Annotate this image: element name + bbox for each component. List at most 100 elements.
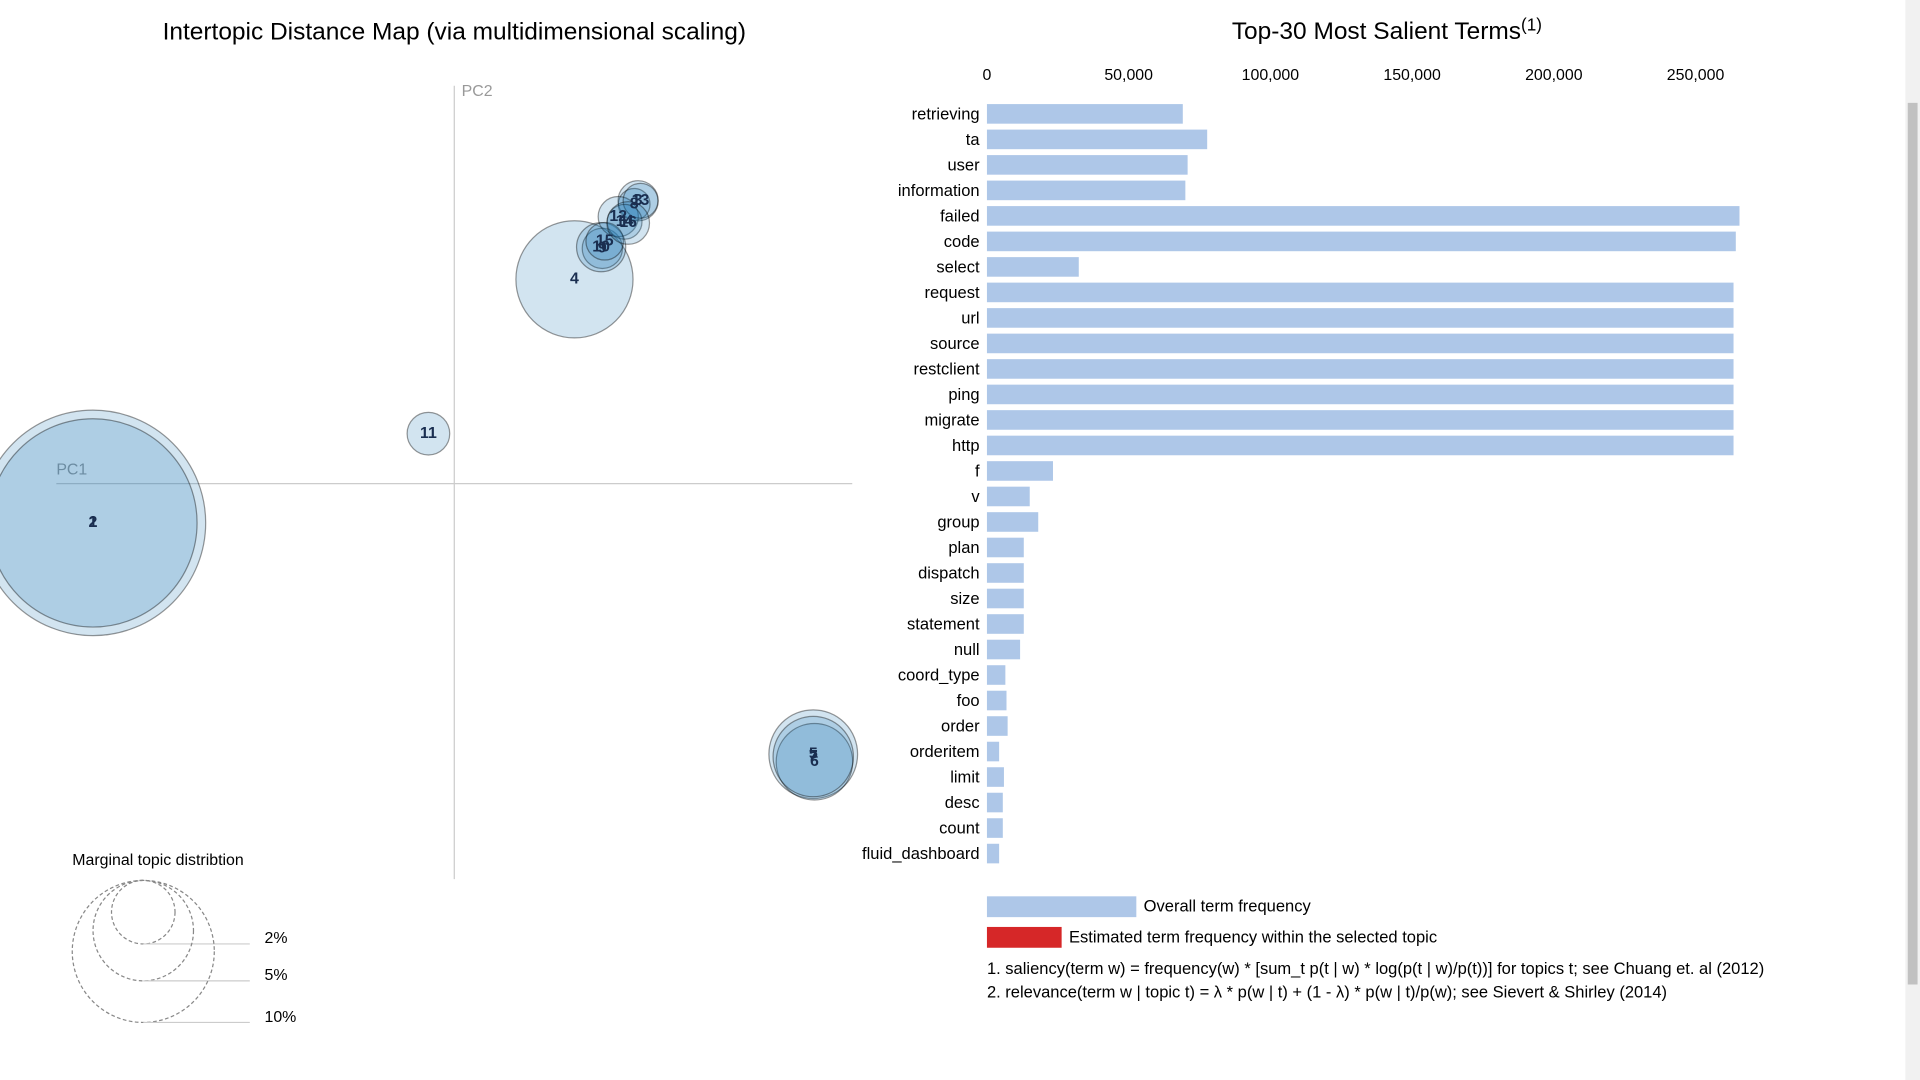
topic-bubble xyxy=(772,715,855,798)
term-bar xyxy=(986,257,1079,277)
topic-bubble xyxy=(617,187,651,221)
term-label: information xyxy=(898,181,980,200)
bar-title-text: Top-30 Most Salient Terms xyxy=(1232,19,1521,46)
size-legend-label: 10% xyxy=(264,1009,296,1026)
term-bar xyxy=(986,155,1188,175)
term-bar xyxy=(986,843,1000,864)
bar-title: Top-30 Most Salient Terms(1) xyxy=(1232,14,1542,45)
term-label: plan xyxy=(948,538,979,557)
topic-label: 10 xyxy=(592,238,610,255)
topic-label: 8 xyxy=(630,196,639,213)
term-label: ta xyxy=(966,130,981,149)
term-label: restclient xyxy=(913,360,979,379)
term-bar xyxy=(986,639,1021,660)
term-label: orderitem xyxy=(910,742,980,761)
topic-label: 7 xyxy=(809,748,818,765)
topic-bubble xyxy=(775,722,854,801)
term-label: order xyxy=(941,717,980,736)
term-bar xyxy=(986,435,1734,456)
legend-swatch xyxy=(986,896,1137,918)
term-bar xyxy=(986,129,1208,150)
term-bar xyxy=(986,410,1734,430)
term-bar xyxy=(986,282,1734,303)
term-label: foo xyxy=(957,691,980,710)
size-legend-circle xyxy=(92,879,195,982)
term-bar xyxy=(986,486,1030,507)
term-label: v xyxy=(971,487,980,506)
term-label: desc xyxy=(945,793,980,812)
topic-bubble xyxy=(622,182,659,219)
term-label: http xyxy=(952,436,980,455)
term-label: retrieving xyxy=(912,104,980,123)
topic-bubble xyxy=(515,220,634,339)
term-label: dispatch xyxy=(918,564,980,583)
term-bar xyxy=(986,206,1740,226)
term-label: count xyxy=(939,819,980,838)
term-label: source xyxy=(930,334,980,353)
footnote: 1. saliency(term w) = frequency(w) * [su… xyxy=(987,959,1764,978)
topic-label: 14 xyxy=(616,213,634,230)
size-legend-title: Marginal topic distribtion xyxy=(72,852,244,869)
term-bar xyxy=(986,665,1006,685)
term-bar xyxy=(986,614,1024,634)
topic-label: 12 xyxy=(609,208,627,225)
term-bar xyxy=(986,741,1000,762)
topic-bubble xyxy=(606,203,643,240)
topic-label: 15 xyxy=(596,232,614,249)
term-bar xyxy=(986,716,1008,736)
term-label: user xyxy=(947,155,980,174)
term-bar xyxy=(986,792,1003,813)
term-bar xyxy=(986,104,1183,124)
topic-bubble xyxy=(606,201,651,245)
scrollbar-thumb[interactable] xyxy=(1907,102,1918,985)
topic-label: 2 xyxy=(89,514,98,531)
term-bar xyxy=(986,308,1734,328)
term-bar xyxy=(986,384,1734,405)
term-bar xyxy=(986,333,1734,354)
legend-label: Overall term frequency xyxy=(1144,897,1312,916)
topic-label: 3 xyxy=(634,192,643,209)
term-bar xyxy=(986,818,1003,838)
x-tick-label: 100,000 xyxy=(1242,67,1300,84)
term-label: migrate xyxy=(925,411,980,430)
term-label: ping xyxy=(948,385,979,404)
term-label: select xyxy=(936,257,980,276)
term-label: statement xyxy=(907,615,980,634)
size-legend-circle xyxy=(110,879,176,945)
term-bar xyxy=(986,461,1053,481)
term-bar xyxy=(986,563,1024,583)
topic-bubble xyxy=(617,180,659,222)
x-tick-label: 150,000 xyxy=(1383,67,1441,84)
term-bar xyxy=(986,690,1007,711)
term-label: f xyxy=(975,462,980,481)
topic-bubble xyxy=(406,411,451,456)
topic-label: 11 xyxy=(420,425,437,442)
term-label: failed xyxy=(940,206,979,225)
term-label: code xyxy=(944,232,980,251)
x-tick-label: 250,000 xyxy=(1667,67,1725,84)
term-label: null xyxy=(954,640,980,659)
legend-label: Estimated term frequency within the sele… xyxy=(1069,927,1437,946)
term-label: group xyxy=(937,513,979,532)
term-bar xyxy=(986,537,1024,558)
x-tick-label: 0 xyxy=(983,67,992,84)
size-legend-circle xyxy=(71,879,215,1024)
bar-title-note: (1) xyxy=(1521,14,1542,34)
topic-label: 6 xyxy=(810,753,819,770)
size-legend-label: 2% xyxy=(264,930,287,947)
pc2-label: PC2 xyxy=(462,83,493,100)
topic-label: 16 xyxy=(619,214,637,231)
term-bar xyxy=(986,231,1736,252)
x-tick-label: 200,000 xyxy=(1525,67,1583,84)
topic-bubble xyxy=(581,227,624,270)
map-title: Intertopic Distance Map (via multidimens… xyxy=(163,19,746,46)
topic-bubble xyxy=(575,221,627,273)
legend-swatch xyxy=(986,926,1062,948)
topic-bubble xyxy=(597,195,639,238)
term-label: coord_type xyxy=(898,666,980,685)
size-legend-label: 5% xyxy=(264,967,287,984)
topic-label: 9 xyxy=(598,240,607,257)
term-label: size xyxy=(950,589,979,608)
term-bar xyxy=(986,588,1024,609)
term-label: fluid_dashboard xyxy=(862,844,980,863)
